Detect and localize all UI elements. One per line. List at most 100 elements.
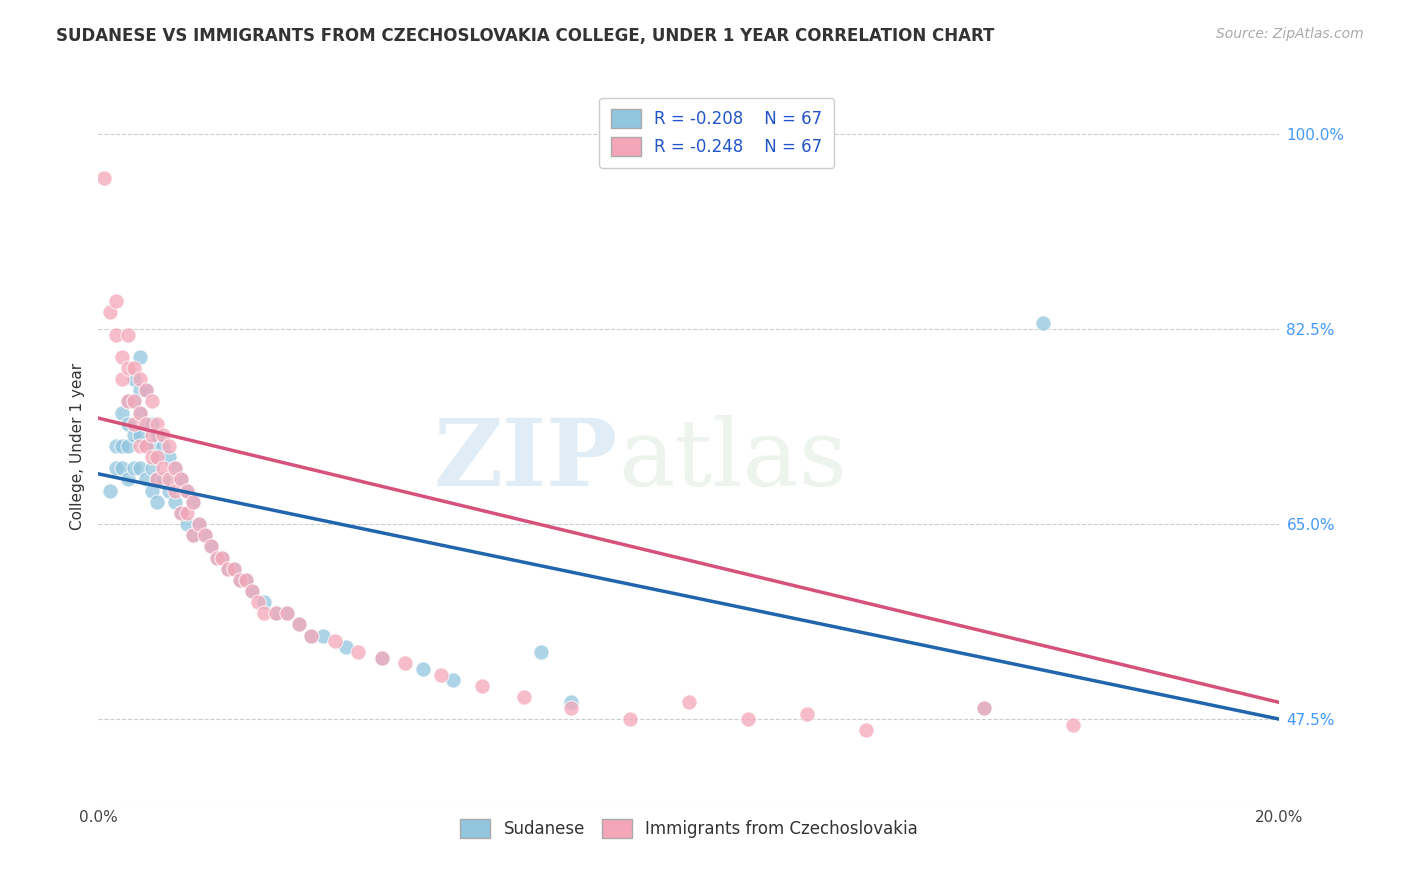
Point xyxy=(122,417,145,431)
Point xyxy=(235,573,257,587)
Point xyxy=(152,439,174,453)
Point xyxy=(146,494,169,508)
Point xyxy=(165,494,187,508)
Point xyxy=(117,394,139,409)
Point xyxy=(135,384,157,398)
Point xyxy=(105,327,128,342)
Text: Source: ZipAtlas.com: Source: ZipAtlas.com xyxy=(1216,27,1364,41)
Point xyxy=(205,550,228,565)
Point xyxy=(200,539,222,553)
Point xyxy=(146,450,169,465)
Point xyxy=(122,427,145,442)
Point xyxy=(181,494,204,508)
Point xyxy=(128,427,150,442)
Point xyxy=(111,439,134,453)
Point xyxy=(146,450,169,465)
Point xyxy=(335,640,357,654)
Point xyxy=(98,305,121,319)
Point xyxy=(170,506,193,520)
Point xyxy=(141,450,163,465)
Point xyxy=(170,473,193,487)
Point xyxy=(165,461,187,475)
Point xyxy=(141,483,163,498)
Point xyxy=(157,439,180,453)
Point xyxy=(224,562,246,576)
Point xyxy=(737,712,759,726)
Point xyxy=(678,696,700,710)
Point xyxy=(205,550,228,565)
Point xyxy=(394,657,416,671)
Point xyxy=(323,634,346,648)
Point xyxy=(299,628,322,642)
Point xyxy=(122,394,145,409)
Point xyxy=(973,701,995,715)
Point xyxy=(135,439,157,453)
Point xyxy=(146,473,169,487)
Point xyxy=(152,473,174,487)
Point xyxy=(111,372,134,386)
Point xyxy=(973,701,995,715)
Point xyxy=(122,461,145,475)
Point xyxy=(135,473,157,487)
Point xyxy=(796,706,818,721)
Point xyxy=(240,583,263,598)
Point xyxy=(117,473,139,487)
Point xyxy=(135,417,157,431)
Point xyxy=(217,562,239,576)
Point xyxy=(288,617,311,632)
Point xyxy=(165,483,187,498)
Point xyxy=(312,628,335,642)
Point xyxy=(128,350,150,364)
Point xyxy=(117,327,139,342)
Point xyxy=(111,405,134,419)
Point xyxy=(122,394,145,409)
Point xyxy=(560,701,582,715)
Point xyxy=(224,562,246,576)
Point xyxy=(288,617,311,632)
Point xyxy=(157,450,180,465)
Point xyxy=(371,651,394,665)
Point xyxy=(194,528,217,542)
Point xyxy=(105,293,128,308)
Y-axis label: College, Under 1 year: College, Under 1 year xyxy=(69,362,84,530)
Point xyxy=(128,384,150,398)
Point xyxy=(430,667,453,681)
Point xyxy=(299,628,322,642)
Point xyxy=(412,662,434,676)
Point xyxy=(176,483,198,498)
Point xyxy=(141,417,163,431)
Point xyxy=(141,439,163,453)
Point xyxy=(181,494,204,508)
Point xyxy=(152,427,174,442)
Point xyxy=(122,360,145,375)
Point xyxy=(176,506,198,520)
Point xyxy=(170,473,193,487)
Point xyxy=(146,417,169,431)
Point xyxy=(141,394,163,409)
Point xyxy=(105,439,128,453)
Text: ZIP: ZIP xyxy=(434,416,619,505)
Point xyxy=(141,427,163,442)
Point xyxy=(211,550,233,565)
Point xyxy=(105,461,128,475)
Point xyxy=(371,651,394,665)
Point xyxy=(135,417,157,431)
Point xyxy=(211,550,233,565)
Point xyxy=(98,483,121,498)
Point xyxy=(128,405,150,419)
Point xyxy=(135,384,157,398)
Point xyxy=(512,690,534,704)
Text: SUDANESE VS IMMIGRANTS FROM CZECHOSLOVAKIA COLLEGE, UNDER 1 YEAR CORRELATION CHA: SUDANESE VS IMMIGRANTS FROM CZECHOSLOVAK… xyxy=(56,27,994,45)
Point xyxy=(128,372,150,386)
Point xyxy=(111,350,134,364)
Point xyxy=(240,583,263,598)
Point xyxy=(170,506,193,520)
Point xyxy=(441,673,464,688)
Point xyxy=(217,562,239,576)
Point xyxy=(122,372,145,386)
Point xyxy=(117,417,139,431)
Point xyxy=(181,528,204,542)
Point xyxy=(530,645,553,659)
Point xyxy=(229,573,252,587)
Point xyxy=(117,394,139,409)
